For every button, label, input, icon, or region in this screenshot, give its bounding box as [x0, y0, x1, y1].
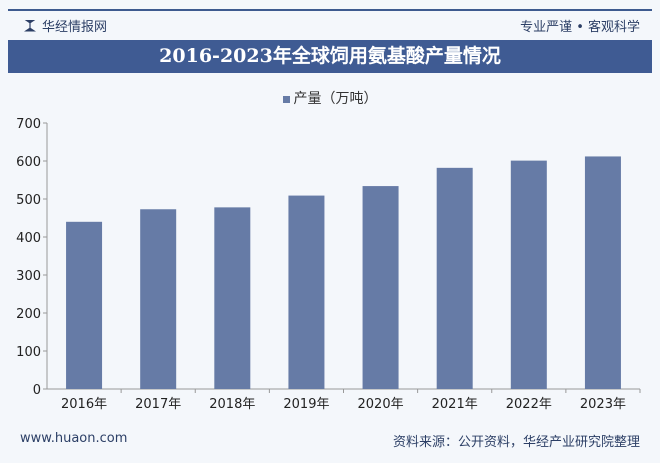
x-tick-label: 2016年	[61, 397, 107, 412]
legend-swatch	[282, 95, 290, 103]
brand-name: 华经情报网	[42, 20, 108, 35]
y-tick-label: 700	[16, 117, 41, 132]
y-tick-label: 200	[16, 307, 41, 322]
x-tick-label: 2022年	[506, 397, 552, 412]
x-tick-label: 2023年	[580, 397, 626, 412]
y-tick-label: 0	[33, 383, 41, 398]
y-tick-label: 500	[16, 193, 41, 208]
chart-title: 2016-2023年全球饲用氨基酸产量情况	[8, 40, 652, 73]
bar	[214, 207, 251, 389]
x-tick-label: 2019年	[283, 397, 329, 412]
legend: 产量（万吨）	[0, 88, 660, 108]
y-tick-label: 300	[16, 269, 41, 284]
legend-label: 产量（万吨）	[293, 91, 378, 107]
website-link[interactable]: www.huaon.com	[20, 431, 128, 446]
top-divider	[8, 9, 652, 11]
y-tick-label: 100	[16, 345, 41, 360]
bar	[66, 221, 103, 389]
x-tick-label: 2020年	[358, 397, 404, 412]
bar	[140, 209, 177, 389]
x-tick-label: 2021年	[432, 397, 478, 412]
bar	[288, 195, 325, 389]
bar	[584, 156, 621, 389]
bar	[510, 160, 547, 389]
source-note: 资料来源：公开资料，华经产业研究院整理	[392, 435, 640, 450]
slogan: 专业严谨 • 客观科学	[520, 20, 640, 35]
x-tick-label: 2018年	[209, 397, 255, 412]
x-tick-label: 2017年	[135, 397, 181, 412]
y-tick-label: 400	[16, 231, 41, 246]
bar	[436, 167, 473, 389]
y-tick-label: 600	[16, 155, 41, 170]
bar	[362, 186, 399, 389]
brand: 华经情报网	[24, 16, 107, 35]
